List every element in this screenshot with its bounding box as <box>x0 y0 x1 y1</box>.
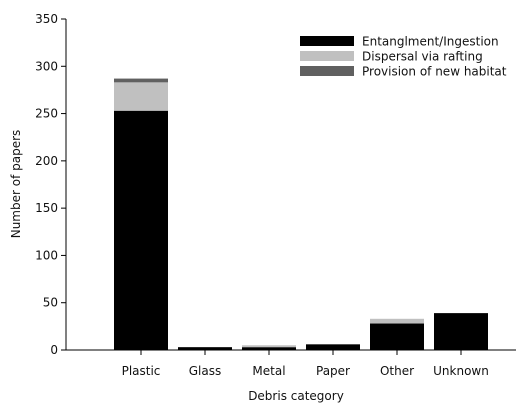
x-tick-label: Paper <box>316 364 350 378</box>
bar-segment <box>114 82 168 111</box>
bar-segment <box>242 347 296 350</box>
y-tick-label: 250 <box>35 107 58 121</box>
bar-segment <box>370 323 424 350</box>
x-tick-label: Other <box>380 364 414 378</box>
y-axis-title: Number of papers <box>9 130 23 239</box>
legend-swatch <box>300 36 354 46</box>
legend-label: Dispersal via rafting <box>362 50 483 64</box>
x-tick-label: Unknown <box>433 364 489 378</box>
y-tick-label: 0 <box>50 343 58 357</box>
y-tick-label: 150 <box>35 201 58 215</box>
bar-segment <box>434 313 488 350</box>
y-tick-label: 350 <box>35 12 58 26</box>
y-axis: 0 50 100 150 200 250 300 350 <box>35 12 67 357</box>
plot-area <box>114 78 488 350</box>
x-axis-title: Debris category <box>248 389 344 403</box>
x-tick-label: Metal <box>252 364 285 378</box>
y-tick-label: 300 <box>35 59 58 73</box>
bar-segment <box>114 110 168 350</box>
legend-label: Provision of new habitat <box>362 65 507 79</box>
y-tick-label: 200 <box>35 154 58 168</box>
y-tick-label: 50 <box>43 296 58 310</box>
bar-segment <box>242 345 296 348</box>
legend-label: Entanglment/Ingestion <box>362 35 499 49</box>
y-tick-label: 100 <box>35 248 58 262</box>
x-axis: Plastic Glass Metal Paper Other Unknown <box>66 349 516 378</box>
bar-segment <box>370 318 424 324</box>
x-tick-label: Plastic <box>122 364 161 378</box>
bar-segment <box>306 344 360 350</box>
x-tick-label: Glass <box>189 364 222 378</box>
bar-segment <box>178 347 232 350</box>
legend-swatch <box>300 66 354 76</box>
bar-segment <box>114 78 168 83</box>
legend-swatch <box>300 51 354 61</box>
